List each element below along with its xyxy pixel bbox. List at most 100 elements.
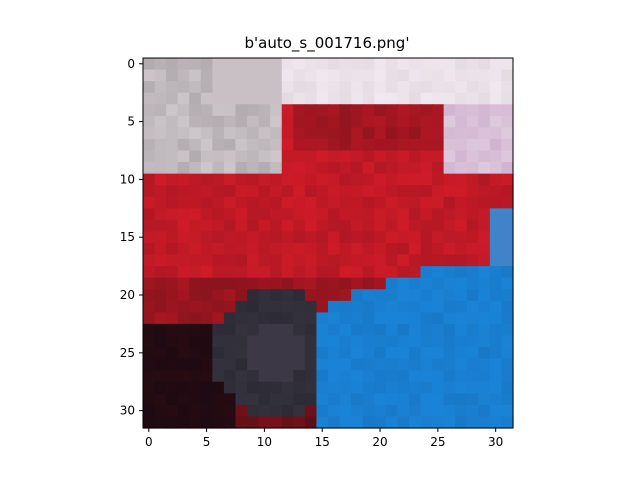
image-pixel (478, 219, 491, 233)
image-pixel (166, 370, 179, 383)
image-pixel (489, 404, 503, 418)
image-pixel (316, 127, 329, 140)
image-pixel (432, 335, 445, 348)
image-pixel (304, 370, 318, 383)
image-pixel (235, 231, 248, 244)
image-pixel (223, 347, 237, 360)
image-pixel (478, 370, 491, 383)
image-pixel (258, 69, 271, 82)
image-pixel (223, 138, 237, 152)
image-pixel (316, 254, 329, 267)
image-pixel (258, 277, 271, 290)
image-pixel (420, 150, 433, 163)
image-pixel (293, 92, 306, 105)
image-pixel (143, 381, 156, 394)
image-pixel (408, 370, 422, 383)
image-pixel (466, 115, 479, 128)
image-pixel (478, 254, 491, 267)
image-pixel (351, 231, 364, 244)
image-pixel (339, 162, 352, 175)
image-pixel (397, 58, 410, 71)
image-pixel (397, 393, 410, 406)
image-pixel (466, 231, 479, 244)
image-pixel (270, 127, 283, 140)
image-pixel (351, 196, 364, 209)
image-pixel (489, 92, 503, 105)
image-pixel (432, 300, 445, 313)
image-pixel (200, 370, 213, 383)
image-pixel (351, 162, 364, 175)
image-pixel (489, 104, 503, 117)
image-pixel (304, 358, 318, 371)
image-pixel (316, 381, 329, 394)
image-pixel (143, 335, 156, 348)
image-pixel (281, 347, 294, 360)
image-pixel (466, 92, 479, 105)
image-pixel (408, 69, 422, 82)
image-pixel (189, 404, 202, 418)
image-pixel (385, 277, 398, 290)
image-pixel (443, 254, 456, 267)
image-pixel (374, 127, 387, 140)
image-pixel (235, 104, 248, 117)
image-pixel (281, 243, 294, 256)
image-pixel (258, 335, 271, 348)
image-pixel (166, 416, 179, 429)
image-pixel (177, 173, 190, 186)
image-pixel (466, 58, 479, 71)
image-pixel (420, 196, 433, 209)
image-pixel (432, 289, 445, 302)
image-pixel (408, 173, 422, 186)
image-pixel (501, 115, 514, 128)
image-pixel (281, 254, 294, 267)
image-pixel (478, 196, 491, 209)
image-pixel (432, 393, 445, 406)
image-pixel (478, 81, 491, 94)
image-pixel (177, 185, 190, 198)
image-pixel (200, 58, 213, 71)
image-pixel (189, 58, 202, 71)
image-pixel (420, 138, 433, 152)
image-pixel (478, 231, 491, 244)
image-pixel (339, 254, 352, 267)
image-pixel (316, 150, 329, 163)
image-pixel (408, 115, 422, 128)
image-pixel (247, 243, 260, 256)
y-axis: 0 5 10 15 20 25 30 (120, 57, 143, 418)
image-pixel (397, 162, 410, 175)
image-pixel (154, 208, 167, 221)
image-pixel (212, 323, 225, 337)
image-pixel (247, 300, 260, 313)
image-pixel (385, 289, 398, 302)
image-pixel (258, 127, 271, 140)
image-pixel (362, 393, 375, 406)
image-pixel (189, 185, 202, 198)
image-pixel (328, 404, 341, 418)
image-pixel (351, 277, 364, 290)
image-pixel (177, 162, 190, 175)
image-pixel (420, 92, 433, 105)
image-pixel (316, 416, 329, 429)
image-pixel (212, 69, 225, 82)
image-pixel (235, 300, 248, 313)
image-pixel (466, 173, 479, 186)
image-pixel (362, 208, 375, 221)
image-pixel (455, 323, 468, 337)
image-pixel (281, 185, 294, 198)
image-pixel (489, 208, 503, 221)
image-pixel (166, 323, 179, 337)
image-pixel (281, 104, 294, 117)
image-pixel (408, 185, 422, 198)
image-pixel (177, 196, 190, 209)
image-pixel (408, 277, 422, 290)
image-pixel (143, 58, 156, 71)
image-pixel (385, 208, 398, 221)
image-pixel (304, 266, 318, 279)
image-pixel (489, 185, 503, 198)
image-pixel (408, 150, 422, 163)
image-pixel (247, 208, 260, 221)
image-pixel (478, 404, 491, 418)
image-pixel (247, 231, 260, 244)
image-pixel (281, 81, 294, 94)
image-pixel (258, 254, 271, 267)
